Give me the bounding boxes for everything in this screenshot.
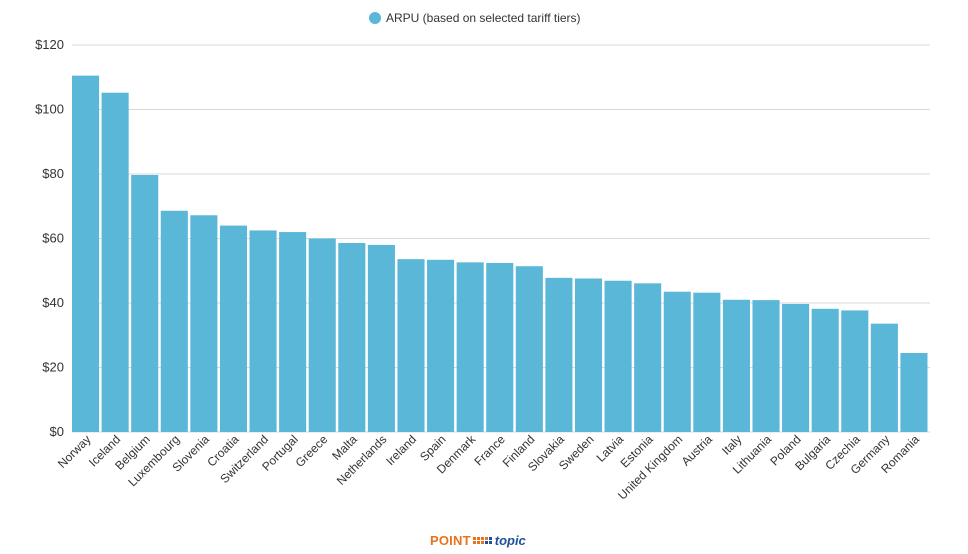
bar-slovakia: [545, 277, 573, 432]
bar-croatia: [219, 225, 248, 432]
y-tick-label: $120: [35, 37, 64, 52]
x-tick-label: Italy: [719, 432, 744, 457]
legend-marker: [369, 12, 381, 24]
logo-text-topic: topic: [494, 533, 526, 548]
y-axis-ticks: $0 $20 $40 $60 $80 $100 $120: [35, 37, 64, 439]
bar-ireland: [397, 259, 425, 432]
logo-squares-icon: [472, 537, 492, 544]
bar-czechia: [841, 310, 869, 432]
y-tick-label: $40: [42, 295, 64, 310]
bar-lithuania: [752, 300, 780, 432]
bar-slovenia: [190, 215, 218, 432]
bar-norway: [72, 75, 100, 432]
bar-denmark: [456, 262, 484, 432]
bar-austria: [693, 292, 721, 432]
x-tick-label: Austria: [679, 432, 716, 469]
bar-finland: [515, 266, 543, 432]
x-tick-label: Greece: [293, 432, 331, 470]
y-tick-label: $100: [35, 102, 64, 117]
bar-belgium: [131, 174, 159, 432]
bar-france: [486, 263, 514, 432]
bar-portugal: [279, 232, 307, 432]
y-tick-label: $20: [42, 360, 64, 375]
bar-iceland: [101, 92, 129, 432]
y-tick-label: $80: [42, 166, 64, 181]
bar-italy: [722, 299, 750, 432]
y-tick-label: $60: [42, 231, 64, 246]
bar-netherlands: [367, 244, 395, 432]
point-topic-logo: POINT topic: [430, 533, 526, 548]
bar-sweden: [574, 278, 603, 432]
bar-greece: [308, 238, 336, 432]
bars: [72, 75, 928, 432]
y-tick-label: $0: [50, 424, 64, 439]
bar-switzerland: [249, 230, 277, 432]
bar-bulgaria: [811, 308, 839, 432]
bar-spain: [427, 259, 455, 432]
bar-poland: [782, 303, 810, 432]
bar-luxembourg: [160, 210, 188, 432]
bar-germany: [870, 323, 898, 432]
legend: ARPU (based on selected tariff tiers): [369, 11, 581, 25]
bar-malta: [338, 243, 366, 432]
x-axis-ticks: NorwayIcelandBelgiumLuxembourgSloveniaCr…: [55, 432, 922, 503]
bar-romania: [900, 352, 928, 432]
bar-estonia: [634, 283, 662, 432]
bar-united-kingdom: [663, 291, 691, 432]
legend-label: ARPU (based on selected tariff tiers): [386, 11, 581, 25]
x-tick-label: Ireland: [383, 432, 419, 468]
logo-text-point: POINT: [430, 533, 471, 548]
bar-latvia: [604, 280, 632, 432]
